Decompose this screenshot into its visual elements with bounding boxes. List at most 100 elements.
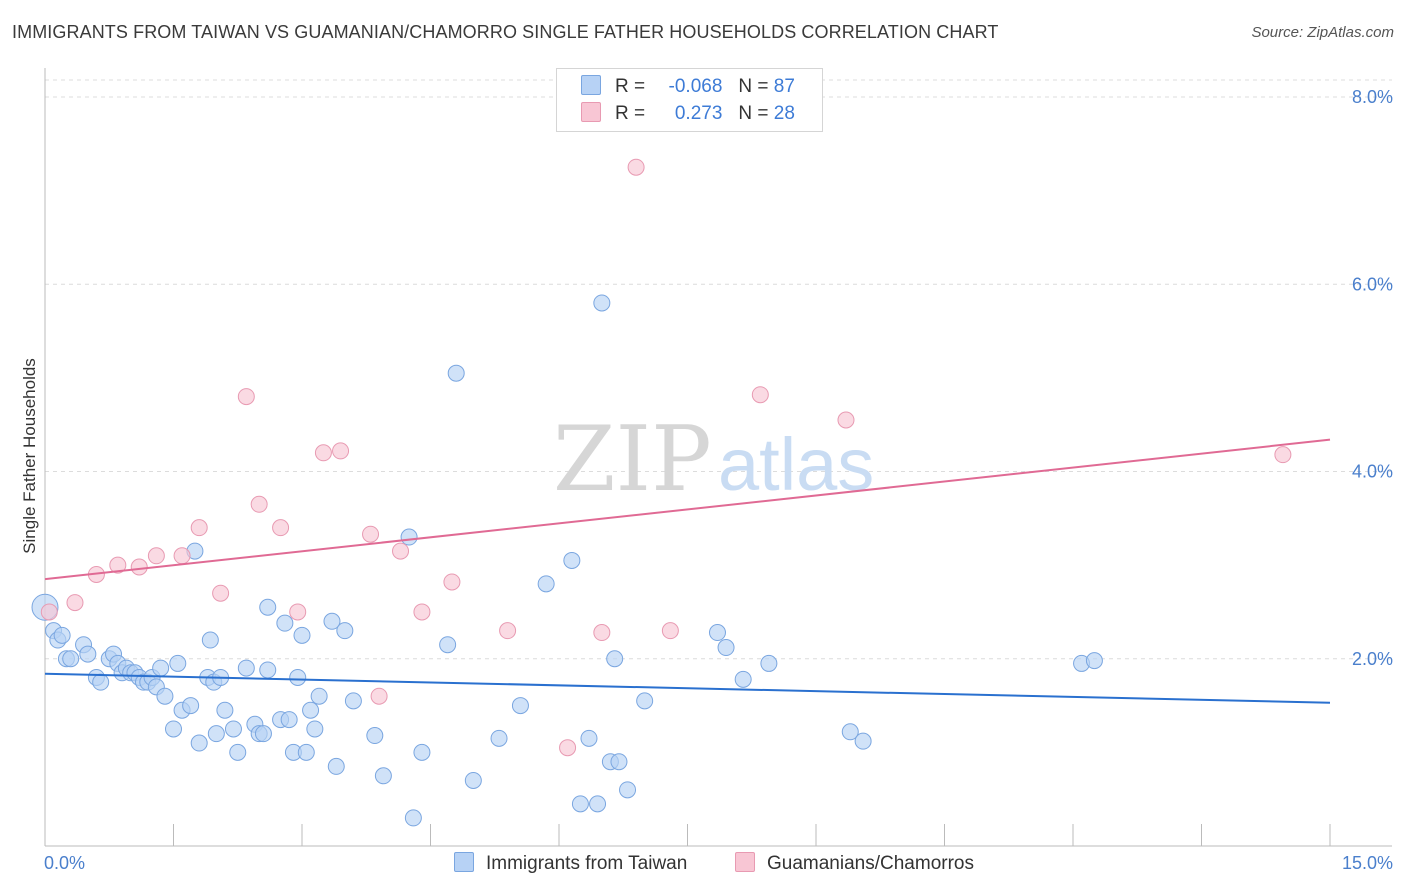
point-taiwan [374,767,392,785]
point-guamanian [190,519,208,537]
point-guamanian [362,525,380,543]
point-guamanian [66,594,84,612]
point-guamanian [593,624,611,642]
point-taiwan [734,670,752,688]
trend-line-taiwan [44,672,1331,704]
point-taiwan [571,795,589,813]
bottom-legend-guamanian: Guamanians/Chamorros [735,852,974,875]
source-label: Source: ZipAtlas.com [1251,24,1394,41]
point-taiwan [306,720,324,738]
chart-title: IMMIGRANTS FROM TAIWAN VS GUAMANIAN/CHAM… [12,22,999,42]
point-guamanian [289,603,307,621]
watermark: ZIP atlas [553,407,874,512]
point-taiwan [156,687,174,705]
point-taiwan [289,668,307,686]
point-taiwan [302,701,320,719]
point-taiwan [610,753,628,771]
point-taiwan [169,654,187,672]
point-guamanian [1274,446,1292,464]
legend-r-value: -0.068 [668,76,723,97]
watermark-atlas: atlas [718,423,874,506]
point-taiwan [79,645,97,663]
x-tick-label: 0.0% [44,853,85,873]
legend-swatch-guamanian [581,102,601,122]
point-taiwan [563,551,581,569]
point-taiwan [841,723,859,741]
point-taiwan [619,781,637,799]
y-tick-label: 6.0% [1352,274,1393,294]
point-taiwan [404,809,422,827]
point-taiwan [1085,652,1103,670]
point-guamanian [109,556,127,574]
point-guamanian [413,603,431,621]
point-taiwan [259,661,277,679]
point-guamanian [370,687,388,705]
point-guamanian [173,547,191,565]
point-guamanian [443,573,461,591]
point-taiwan [293,626,311,644]
point-guamanian [147,547,165,565]
point-guamanian [627,158,645,176]
point-taiwan [297,743,315,761]
bottom-legend-label-guamanian: Guamanians/Chamorros [767,853,974,874]
point-taiwan [511,697,529,715]
point-taiwan [190,734,208,752]
legend-row-taiwan: R = -0.068 N = 87 [581,75,795,101]
point-guamanian [272,519,290,537]
point-taiwan [593,294,611,312]
point-taiwan [53,626,71,644]
point-taiwan [310,687,328,705]
point-taiwan [344,692,362,710]
bottom-legend-label-taiwan: Immigrants from Taiwan [486,853,688,874]
point-taiwan [327,757,345,775]
point-taiwan [636,692,654,710]
point-taiwan [400,528,418,546]
point-taiwan [201,631,219,649]
point-taiwan [152,659,170,677]
point-taiwan [537,575,555,593]
point-taiwan [254,725,272,743]
trend-lines [44,438,1331,704]
legend-r-value: 0.273 [674,103,723,124]
point-taiwan [336,622,354,640]
bottom-legend-swatch-taiwan [454,852,474,872]
trend-line-guamanian [44,438,1331,581]
point-taiwan [280,711,298,729]
point-guamanian [332,442,350,460]
point-taiwan [580,729,598,747]
point-guamanian [250,495,268,513]
point-guamanian [40,603,58,621]
point-taiwan [62,650,80,668]
point-taiwan [606,650,624,668]
axes [44,68,1392,847]
legend-n-label: N = [738,103,769,124]
point-taiwan [854,732,872,750]
point-taiwan [490,729,508,747]
point-taiwan [224,720,242,738]
point-guamanian [837,411,855,429]
legend-row-guamanian: R = 0.273 N = 28 [581,102,795,128]
legend-r-label: R = [615,76,646,97]
point-taiwan [216,701,234,719]
stats-legend: R = -0.068 N = 87 R = 0.273 N = 28 [556,68,823,132]
point-taiwan [760,654,778,672]
point-guamanian [392,542,410,560]
point-taiwan [717,639,735,657]
bottom-legend-swatch-guamanian [735,852,755,872]
point-taiwan [237,659,255,677]
legend-n-value: 87 [773,76,795,97]
point-taiwan [259,598,277,616]
gridlines [45,79,1392,660]
point-guamanian [237,388,255,406]
point-guamanian [499,622,517,640]
point-taiwan [464,771,482,789]
y-tick-label: 8.0% [1352,87,1393,107]
x-tick-label: 15.0% [1342,853,1393,873]
point-guamanian [314,444,332,462]
legend-n-label: N = [738,76,769,97]
point-taiwan [229,743,247,761]
legend-r-label: R = [615,103,646,124]
y-tick-label: 4.0% [1352,462,1393,482]
legend-swatch-taiwan [581,75,601,95]
